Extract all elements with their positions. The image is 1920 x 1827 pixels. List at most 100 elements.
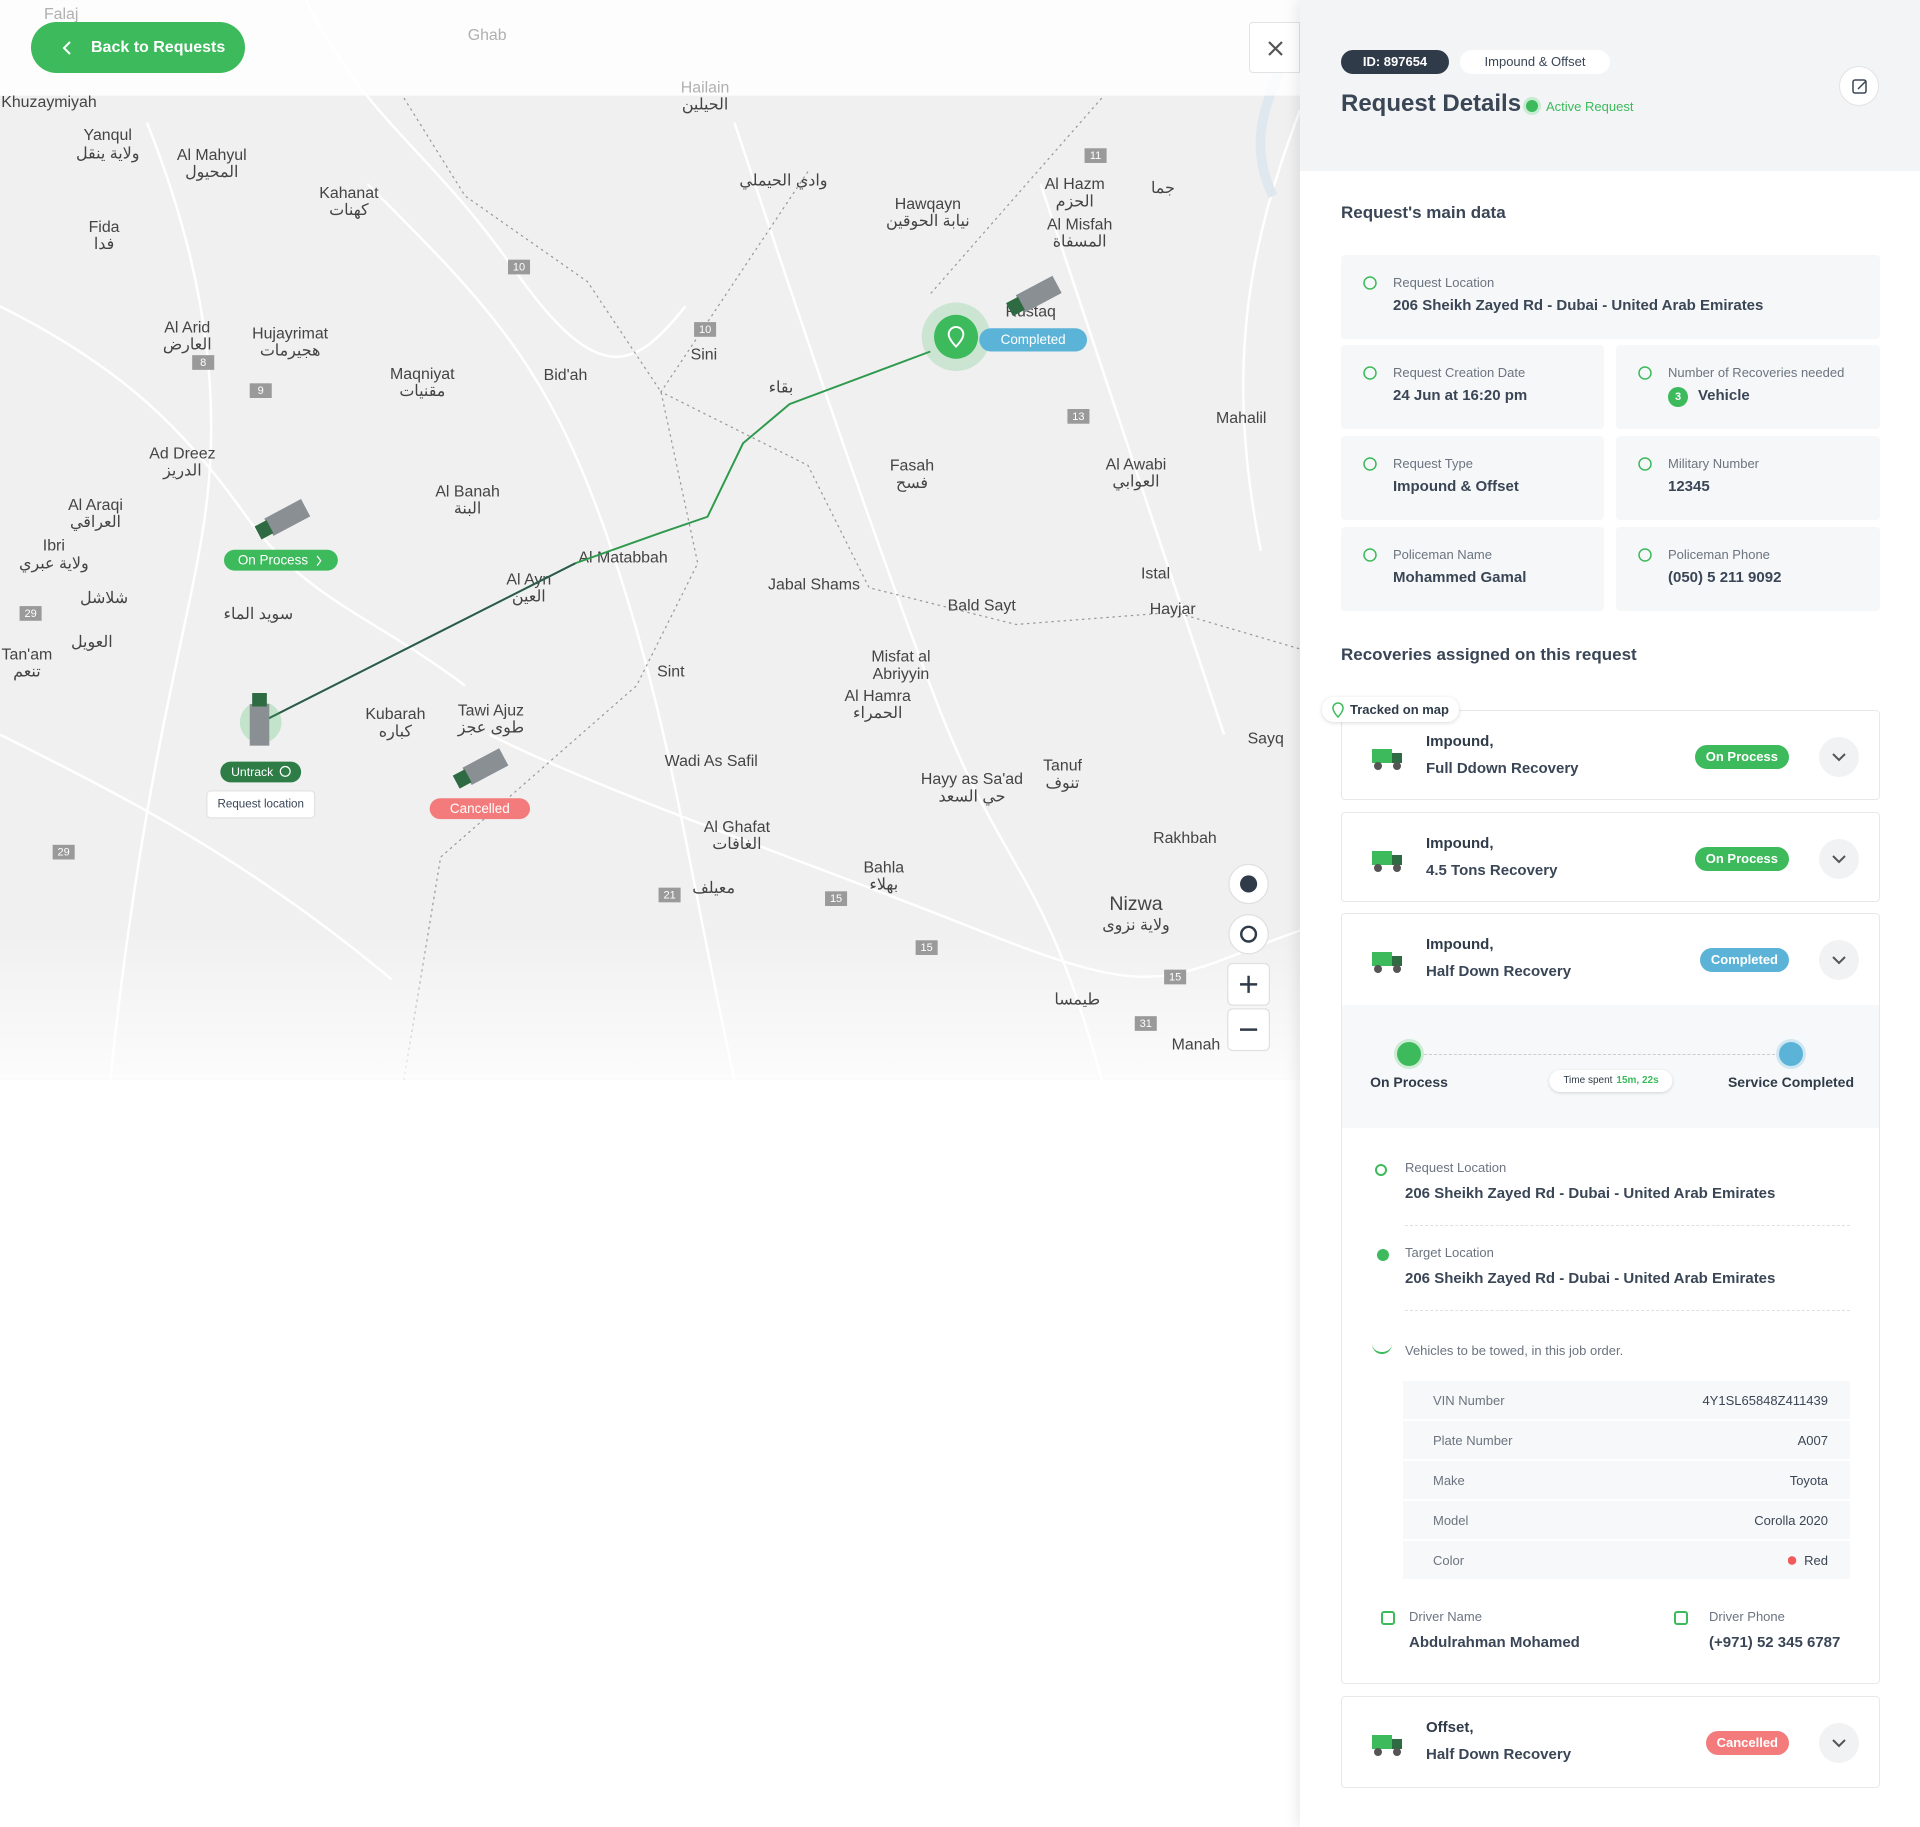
recovery-card: Impound, Full Ddown Recovery On Process: [1341, 710, 1880, 800]
tracked-text: Tracked on map: [1350, 702, 1449, 717]
field-label: Number of Recoveries needed: [1668, 365, 1845, 380]
vehicle-row: Make Toyota: [1403, 1461, 1850, 1500]
road-number: 15: [830, 893, 842, 905]
map-label: شلاشل: [80, 590, 128, 607]
road-shield: [1134, 1016, 1157, 1031]
map-label: Mahalil: [1216, 410, 1266, 427]
map-label: Nizwa: [1109, 893, 1162, 915]
road-number: 21: [663, 890, 675, 902]
expand-button[interactable]: [1819, 737, 1859, 777]
map-label: بهلاء: [869, 876, 898, 893]
badge-on-process[interactable]: On Process: [224, 549, 338, 571]
status-text: Active Request: [1546, 99, 1634, 114]
location-value: 206 Sheikh Zayed Rd - Dubai - United Ara…: [1405, 1270, 1776, 1287]
info-field: Policeman Phone (050) 5 211 9092: [1616, 527, 1880, 611]
section-heading: Request's main data: [1341, 203, 1506, 222]
map-label: Tan'am: [2, 646, 53, 663]
vehicle-key: Make: [1433, 1473, 1465, 1488]
map-label: Abriyyin: [873, 666, 930, 683]
recovery-name: Full Ddown Recovery: [1426, 760, 1579, 777]
map-label: الحزم: [1056, 193, 1094, 210]
tooltip-text: Request location: [217, 797, 303, 810]
map-label: Al Hamra: [845, 688, 911, 705]
field-value: 12345: [1668, 478, 1710, 495]
time-pill: Time spent 15m, 22s: [1549, 1070, 1673, 1092]
road-shield: [658, 887, 681, 903]
recovery-category: Impound,: [1426, 835, 1494, 852]
tracked-tag: Tracked on map: [1322, 697, 1459, 722]
recovery-card: Offset, Half Down Recovery Cancelled: [1341, 1696, 1880, 1788]
road-shield: [1164, 969, 1187, 985]
map-label: Bald Sayt: [948, 597, 1017, 614]
map-label: كباره: [379, 723, 413, 740]
map-label: Maqniyat: [390, 366, 455, 383]
vehicles-note: Vehicles to be towed, in this job order.: [1405, 1343, 1624, 1358]
vehicle-row: Plate Number A007: [1403, 1421, 1850, 1460]
map-label: فسح: [896, 475, 928, 492]
map-label: طوى عجز: [457, 720, 524, 737]
road-number: 11: [1090, 150, 1101, 162]
info-field: Request Location 206 Sheikh Zayed Rd - Du…: [1341, 255, 1880, 339]
badge-text: Untrack: [231, 765, 274, 779]
route: [260, 350, 931, 724]
vehicle-row: Model Corolla 2020: [1403, 1501, 1850, 1540]
map-label: Jabal Shams: [768, 576, 860, 593]
close-button[interactable]: [1249, 22, 1300, 73]
map-label: Kahanat: [319, 185, 379, 202]
map-label: كهنات: [329, 202, 369, 219]
map-label: المحيول: [185, 164, 238, 181]
map-label: Al Awabi: [1106, 457, 1167, 474]
map-label: ولاية نزوى: [1102, 917, 1169, 934]
field-value: 3 Vehicle: [1668, 387, 1750, 407]
map-label: الدريز: [162, 463, 202, 480]
map-label: العارض: [163, 337, 212, 354]
timeline-dot: [1779, 1042, 1803, 1066]
borders: [403, 97, 1300, 1080]
type-pill: Impound & Offset: [1460, 50, 1610, 74]
map-label: الحمراء: [853, 705, 902, 722]
truck: [249, 693, 270, 746]
road-shield: [19, 606, 42, 621]
expand-button[interactable]: [1819, 940, 1859, 980]
location-value: 206 Sheikh Zayed Rd - Dubai - United Ara…: [1405, 1185, 1776, 1202]
back-button[interactable]: Back to Requests: [31, 22, 245, 73]
status-badge: On Process: [1694, 745, 1789, 769]
field-value: (050) 5 211 9092: [1668, 569, 1782, 586]
badge-untrack[interactable]: Untrack: [220, 761, 302, 783]
back-label: Back to Requests: [91, 39, 226, 56]
map-background: [0, 0, 1300, 1080]
bottom-fade: [0, 930, 1300, 1080]
map-label: المسفاة: [1053, 234, 1107, 251]
driver-icon: [1381, 1611, 1395, 1625]
recovery-category: Offset,: [1426, 1719, 1474, 1736]
badge-completed[interactable]: Completed: [979, 328, 1088, 352]
road-shield: [1084, 148, 1107, 163]
recovery-category: Impound,: [1426, 733, 1494, 750]
expand-button[interactable]: [1819, 839, 1859, 879]
map-label: العويل: [71, 634, 113, 651]
map-label: Hayy as Sa'ad: [921, 771, 1023, 788]
road-number: 9: [258, 385, 264, 397]
map-controls[interactable]: [1227, 863, 1271, 1052]
map-label: Al Ghafat: [704, 819, 771, 836]
field-label: Request Type: [1393, 456, 1473, 471]
driver-label: Driver Phone: [1709, 1609, 1785, 1624]
vehicle-value: Red: [1788, 1541, 1828, 1580]
map-label: Tanuf: [1043, 758, 1082, 775]
road-number: 15: [921, 942, 933, 954]
map-label: Hujayrimat: [252, 326, 329, 343]
status: Active Request: [1526, 99, 1633, 114]
section-heading: Recoveries assigned on this request: [1341, 645, 1637, 664]
vehicle-row: Color Red: [1403, 1541, 1850, 1580]
expand-button[interactable]: [1819, 1723, 1859, 1763]
badge-cancelled[interactable]: Cancelled: [429, 798, 531, 820]
timeline-line: [1419, 1054, 1790, 1055]
map-label: Fida: [89, 219, 120, 236]
timeline-dot: [1397, 1042, 1421, 1066]
info-field: Request Creation Date 24 Jun at 16:20 pm: [1341, 345, 1604, 429]
edit-button[interactable]: [1839, 66, 1879, 106]
id-pill: ID: 897654: [1341, 50, 1449, 74]
driver-value: Abdulrahman Mohamed: [1409, 1634, 1580, 1651]
map-label: Ad Dreez: [149, 446, 215, 463]
